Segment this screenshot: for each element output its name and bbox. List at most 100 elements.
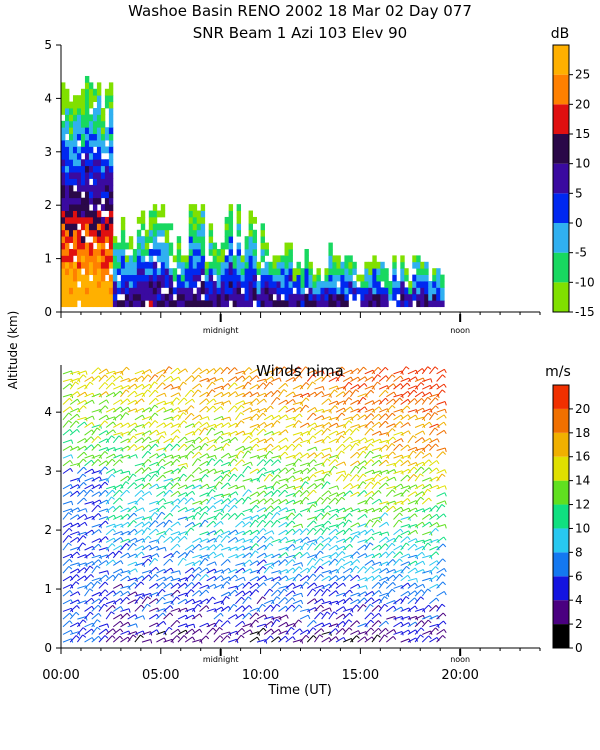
snr-cell (64, 204, 70, 211)
snr-cell (400, 287, 405, 295)
wind-barb-flag (190, 389, 195, 394)
wind-barb (242, 432, 252, 436)
wind-barb-flag (370, 481, 374, 486)
wind-barb (306, 565, 313, 574)
wind-barb (256, 514, 265, 520)
snr-cell (300, 300, 305, 308)
wind-barb-flag (206, 398, 210, 403)
wind-barb (220, 535, 228, 543)
wind-barb (156, 530, 165, 536)
wind-barb-flag (378, 590, 382, 594)
wind-barb-flag (384, 512, 389, 516)
wind-barb (191, 421, 200, 428)
wind-barb (321, 490, 329, 497)
snr-cell (260, 236, 265, 243)
wind-barb-flag (241, 520, 246, 525)
wind-barb-flag (69, 620, 73, 625)
snr-cell (212, 261, 218, 269)
wind-barb (429, 551, 437, 559)
snr-cell (228, 248, 234, 256)
wind-barb-flag (370, 420, 375, 425)
snr-cell (228, 268, 234, 276)
snr-cell (64, 95, 70, 103)
wind-barb (429, 383, 437, 390)
wind-marker-label: noon (450, 655, 470, 664)
wind-barb (314, 543, 321, 551)
snr-cell (264, 248, 269, 256)
wind-barb-flag (363, 490, 368, 494)
wind-barb (113, 523, 122, 528)
snr-cell (412, 281, 417, 288)
wind-barb-flag (242, 567, 246, 572)
wind-barb (278, 478, 288, 482)
wind-barb (77, 405, 84, 413)
snr-cell (284, 287, 289, 295)
wind-barb (378, 432, 388, 436)
wind-barb (393, 573, 401, 582)
snr-cell (136, 281, 142, 288)
snr-cell (300, 268, 305, 276)
wind-barb (227, 529, 237, 536)
snr-cell (344, 261, 349, 269)
snr-cell (372, 293, 377, 301)
wind-barb (84, 429, 93, 436)
wind-barb-flag (235, 391, 239, 396)
wind-barb (436, 383, 445, 390)
snr-cell (184, 268, 190, 276)
wind-barb-flag (378, 413, 382, 418)
wind-colorbar-swatch (553, 480, 569, 505)
wind-barb-flag (170, 567, 174, 572)
wind-barb-flag (154, 473, 159, 478)
wind-barb-flag (298, 458, 302, 462)
snr-cell (176, 255, 182, 263)
snr-cell (68, 223, 74, 231)
snr-cell (248, 255, 253, 263)
snr-cell (72, 146, 78, 154)
wind-barb (113, 590, 121, 597)
snr-cell (120, 248, 126, 256)
wind-barb (386, 423, 395, 428)
wind-barb-flag (407, 574, 411, 579)
wind-barb (422, 477, 431, 482)
snr-cell (92, 159, 98, 167)
snr-cell (168, 223, 174, 231)
wind-barb (378, 439, 388, 444)
snr-cell (332, 293, 337, 301)
wind-barb-flag (75, 381, 79, 385)
snr-cell (204, 261, 210, 269)
snr-cell (148, 223, 154, 231)
wind-barb (199, 498, 208, 505)
wind-barb-flag (182, 412, 187, 416)
wind-barb-flag (199, 613, 203, 618)
wind-barb-flag (349, 589, 353, 594)
snr-cell (232, 274, 238, 282)
wind-barb-flag (177, 490, 181, 495)
wind-barb (77, 391, 86, 398)
y-axis-label: Altitude (km) (6, 311, 20, 390)
wind-barb-flag (162, 382, 166, 386)
wind-barb (414, 589, 422, 597)
snr-cell (224, 216, 230, 224)
snr-cell (84, 75, 90, 83)
snr-cell (76, 165, 82, 173)
wind-barb (263, 512, 271, 520)
wind-barb-flag (286, 547, 289, 552)
wind-barb (414, 461, 424, 467)
wind-barb-flag (263, 535, 267, 540)
wind-barb (91, 591, 101, 597)
wind-barb (335, 470, 345, 474)
wind-barb (177, 577, 187, 582)
snr-cell (136, 274, 142, 282)
wind-barb-flag (335, 590, 339, 595)
wind-barb (256, 566, 264, 574)
wind-barb (429, 637, 438, 643)
snr-cell (68, 114, 74, 122)
snr-cell (92, 261, 98, 269)
snr-cell (208, 261, 214, 269)
wind-barb-flag (298, 443, 303, 447)
wind-barb (414, 483, 424, 490)
snr-cell (104, 172, 110, 179)
wind-barb (321, 422, 330, 428)
wind-barb (127, 473, 134, 482)
